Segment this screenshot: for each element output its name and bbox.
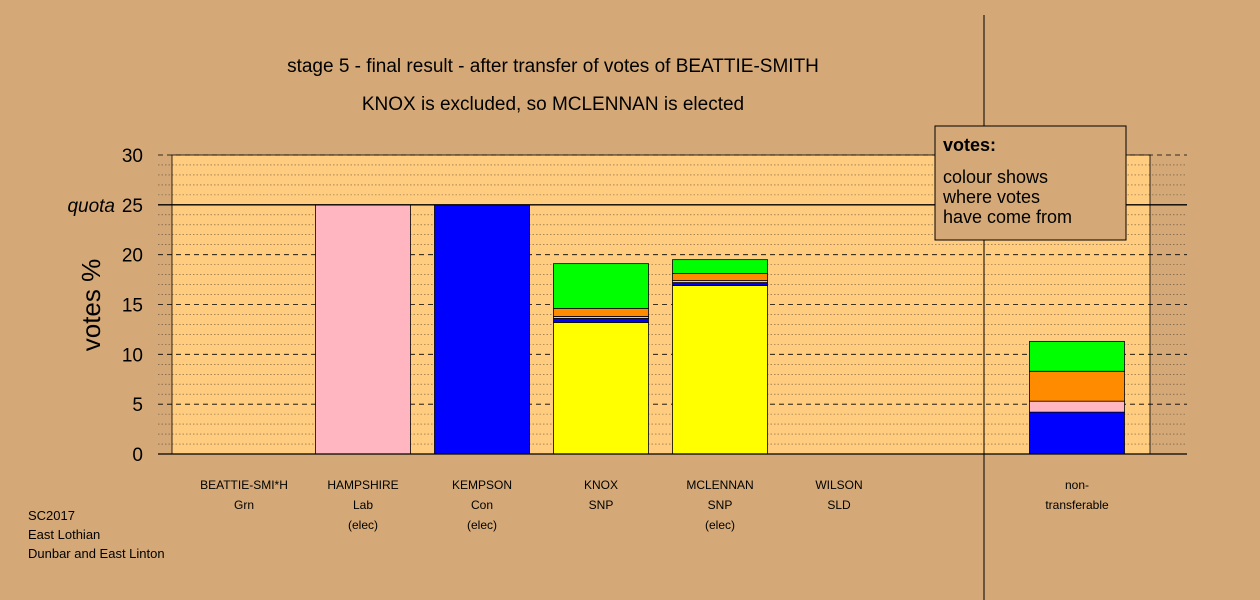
x-tick-label-name: BEATTIE-SMI*H [200,478,288,492]
x-tick-label-name: MCLENNAN [686,478,753,492]
bar-segment [672,259,768,275]
bar-segment [553,318,649,323]
y-axis-label: votes % [76,259,106,352]
legend-box [934,125,1127,241]
bar-segment [1029,400,1125,413]
x-tick-label-party: transferable [1045,498,1109,512]
x-tick-label-party: SLD [827,498,851,512]
bar-segment [553,308,649,317]
x-tick-label-party: Grn [234,498,254,512]
bar-segment [1029,340,1125,372]
footer-election: SC2017 [28,508,75,523]
y-tick-label: 0 [132,445,143,466]
y-tick-label: 20 [122,246,143,267]
x-tick-label-party: Con [471,498,493,512]
quota-label: quota [67,196,115,217]
bar-segment [315,204,411,455]
y-tick-label: 5 [132,395,143,416]
bar-segment [672,285,768,455]
y-tick-label: 30 [122,146,143,167]
x-tick-label-party: SNP [589,498,614,512]
bar-segment [672,273,768,281]
footer-council: East Lothian [28,527,101,542]
legend-text: where votes [942,187,1040,207]
chart-title: stage 5 - final result - after transfer … [287,56,819,77]
bar-segment [434,204,530,455]
y-tick-label: 15 [122,296,143,317]
y-tick-label: 25 [122,196,143,217]
x-tick-label-note: (elec) [467,518,497,532]
bar-segment [1029,370,1125,402]
bar-segment [672,282,768,286]
chart-subtitle: KNOX is excluded, so MCLENNAN is elected [362,94,744,115]
x-tick-label-name: KEMPSON [452,478,512,492]
footer-ward: Dunbar and East Linton [28,546,165,561]
x-tick-label-name: non- [1065,478,1089,492]
x-tick-label-party: Lab [353,498,373,512]
x-tick-label-party: SNP [708,498,733,512]
x-tick-label-note: (elec) [348,518,378,532]
x-tick-label-name: KNOX [584,478,618,492]
bar-segment [1029,411,1125,455]
x-tick-label-name: HAMPSHIRE [327,478,398,492]
legend-title: votes: [943,135,996,155]
legend-text: have come from [943,207,1072,227]
legend-text: colour shows [943,167,1048,187]
x-tick-label-note: (elec) [705,518,735,532]
bar-segment [553,263,649,309]
bar-segment [553,322,649,455]
x-tick-label-name: WILSON [815,478,862,492]
footer: SC2017 East Lothian Dunbar and East Lint… [28,506,165,563]
y-tick-label: 10 [122,345,143,366]
